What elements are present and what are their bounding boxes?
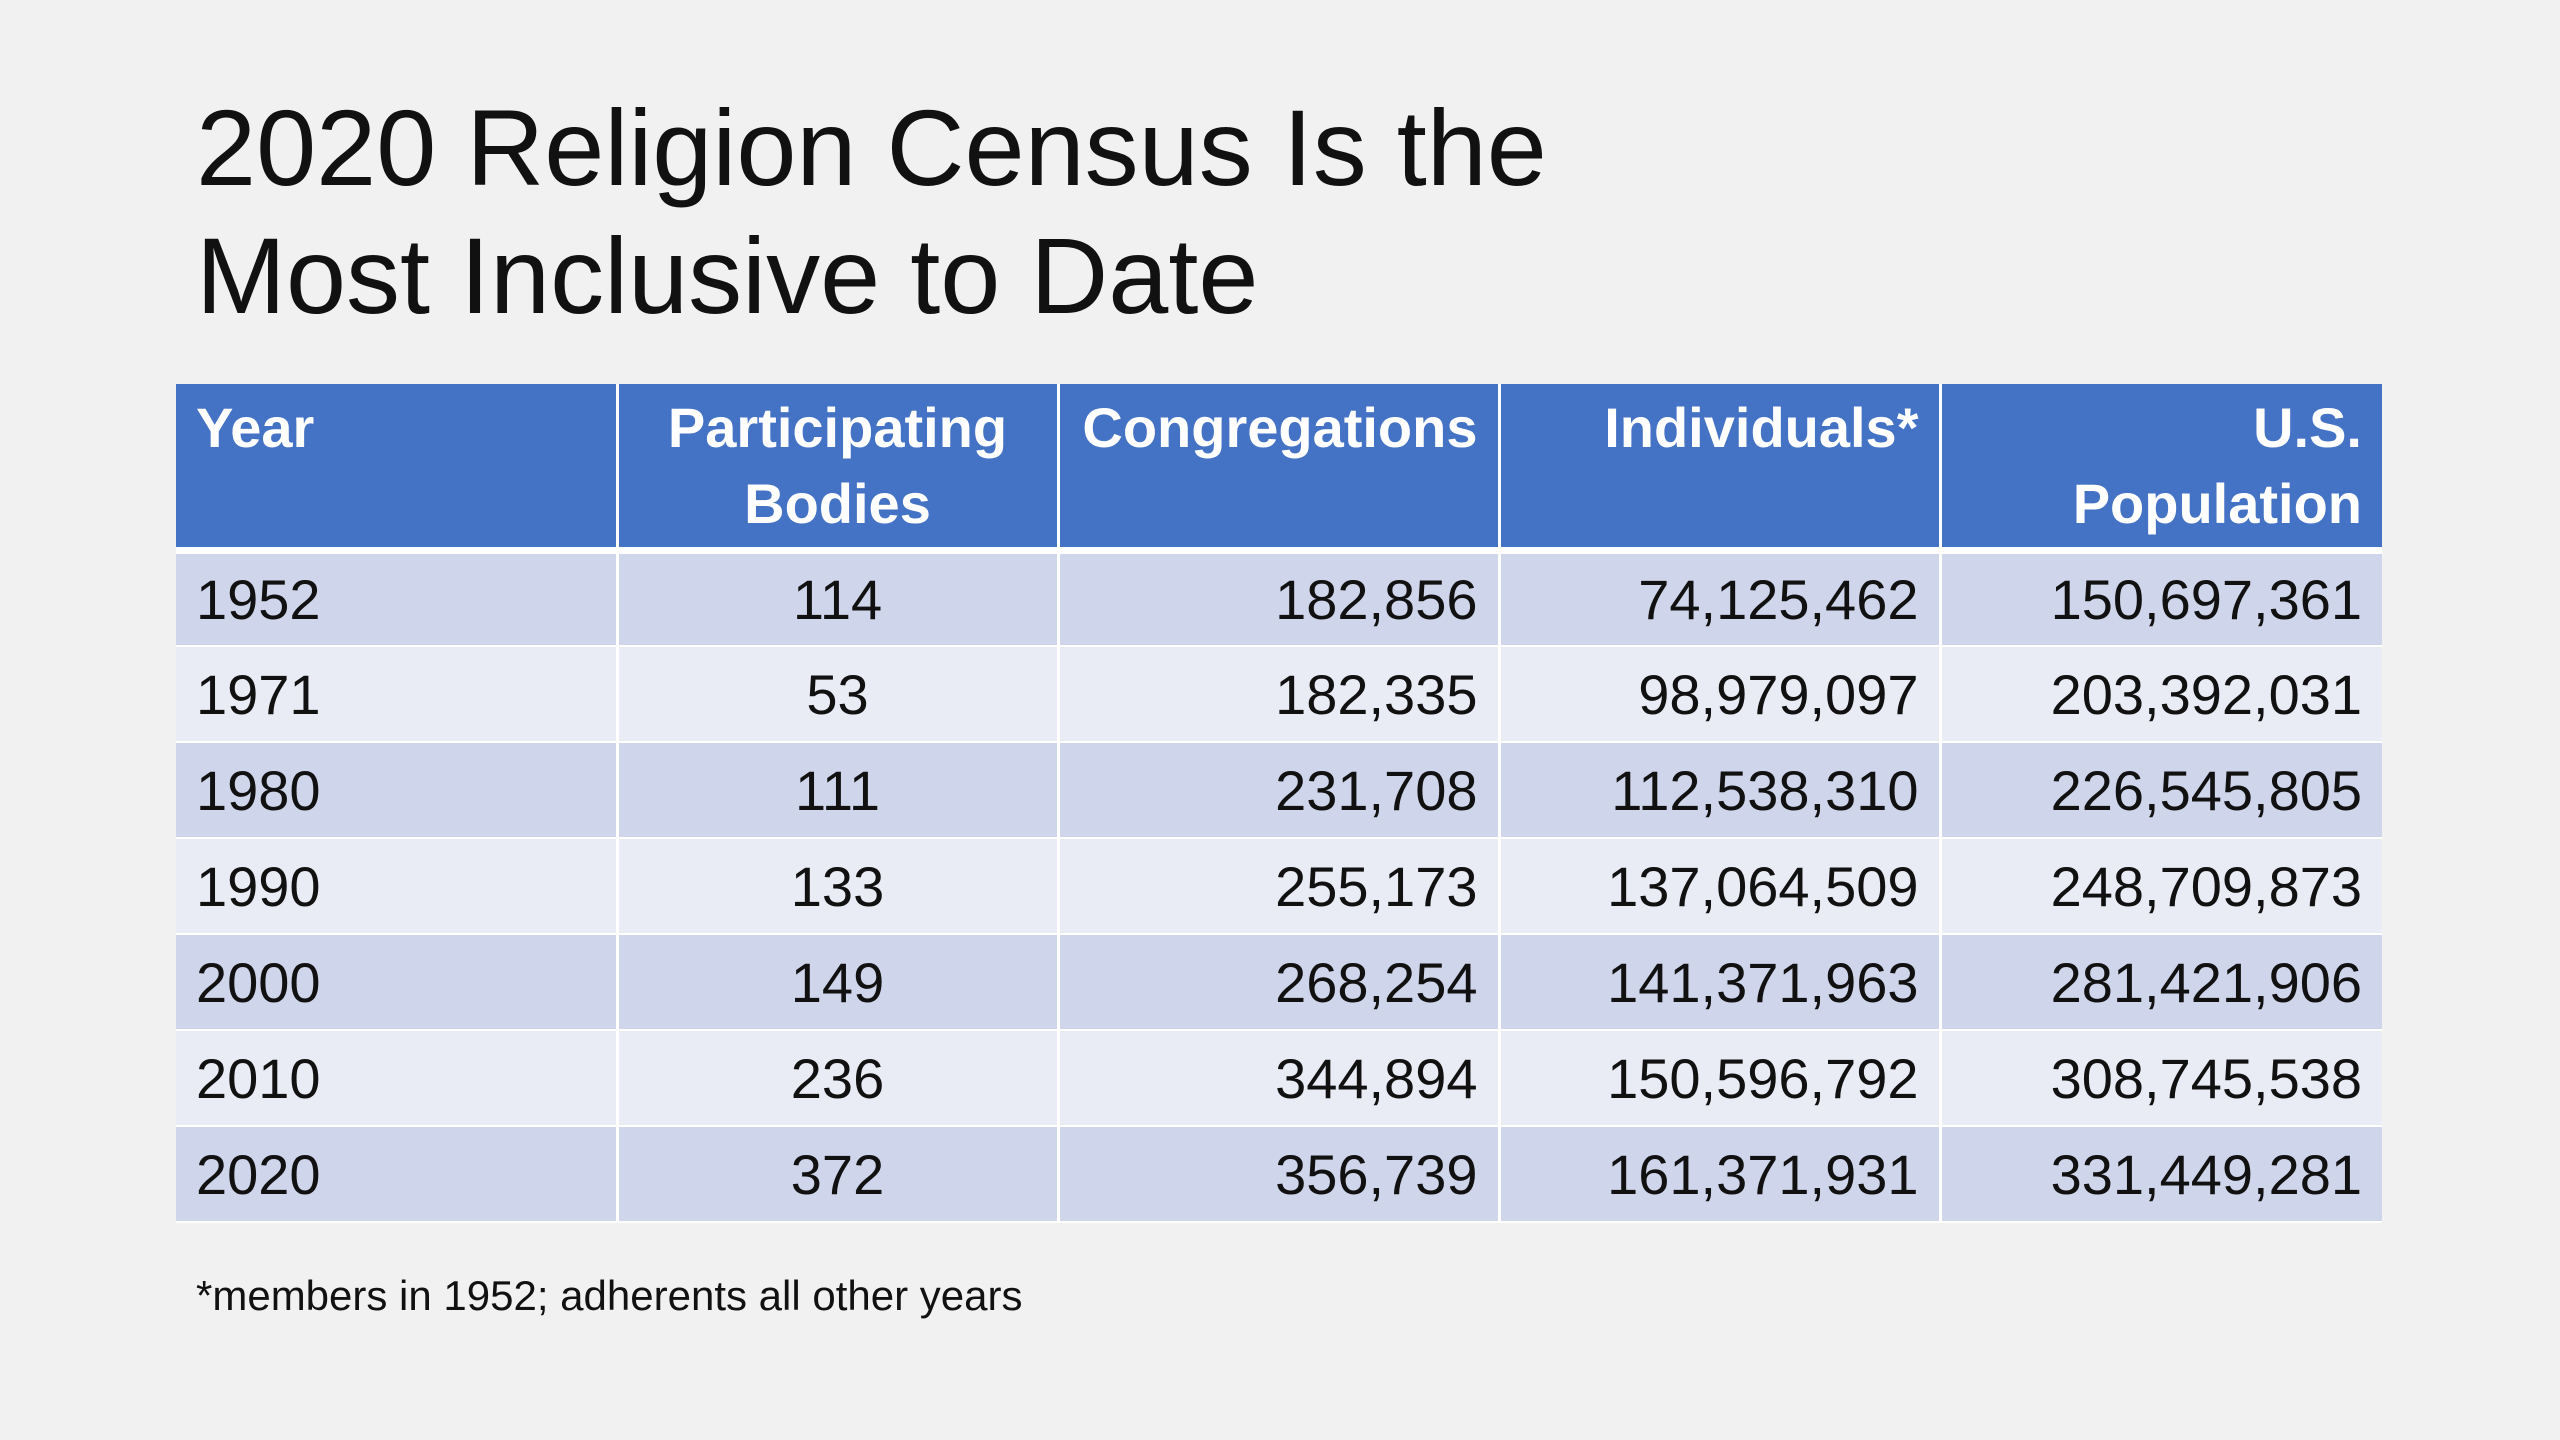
cell-participating-bodies: 372 — [617, 1126, 1060, 1223]
cell-congregations: 231,708 — [1058, 742, 1501, 839]
slide-title-line-2: Most Inclusive to Date — [196, 215, 1259, 336]
table-row: 1952 114 182,856 74,125,462 150,697,361 — [176, 550, 2382, 647]
cell-congregations: 344,894 — [1058, 1030, 1501, 1127]
table-row: 1971 53 182,335 98,979,097 203,392,031 — [176, 646, 2382, 743]
header-individuals: Individuals* — [1499, 384, 1942, 554]
header-congregations: Congregations — [1058, 384, 1501, 554]
census-table-header: Year Participating Bodies Congregations … — [176, 384, 2382, 554]
header-participating-bodies: Participating Bodies — [617, 384, 1060, 554]
footnote: *members in 1952; adherents all other ye… — [196, 1272, 1023, 1319]
cell-us-population: 308,745,538 — [1940, 1030, 2382, 1127]
cell-year: 1980 — [176, 742, 619, 839]
cell-us-population: 226,545,805 — [1940, 742, 2382, 839]
header-us-population-line-2: Population — [2072, 472, 2362, 535]
cell-participating-bodies: 53 — [617, 646, 1060, 743]
census-table: Year Participating Bodies Congregations … — [176, 384, 2382, 1223]
cell-us-population: 331,449,281 — [1940, 1126, 2382, 1223]
header-participating-bodies-line-1: Participating — [667, 396, 1008, 459]
table-row: 2020 372 356,739 161,371,931 331,449,281 — [176, 1126, 2382, 1223]
cell-individuals: 74,125,462 — [1499, 550, 1942, 647]
header-year-line-1: Year — [196, 396, 315, 459]
cell-congregations: 356,739 — [1058, 1126, 1501, 1223]
census-table-body: 1952 114 182,856 74,125,462 150,697,361 … — [176, 550, 2382, 1223]
cell-participating-bodies: 111 — [617, 742, 1060, 839]
header-row: Year Participating Bodies Congregations … — [176, 384, 2382, 554]
cell-us-population: 281,421,906 — [1940, 934, 2382, 1031]
cell-year: 1990 — [176, 838, 619, 935]
header-year: Year — [176, 384, 619, 554]
cell-participating-bodies: 133 — [617, 838, 1060, 935]
table-row: 2010 236 344,894 150,596,792 308,745,538 — [176, 1030, 2382, 1127]
cell-individuals: 112,538,310 — [1499, 742, 1942, 839]
table-row: 1990 133 255,173 137,064,509 248,709,873 — [176, 838, 2382, 935]
cell-year: 2010 — [176, 1030, 619, 1127]
header-congregations-line-1: Congregations — [1082, 396, 1478, 459]
header-participating-bodies-line-2: Bodies — [744, 472, 931, 535]
cell-congregations: 182,335 — [1058, 646, 1501, 743]
slide-title-line-1: 2020 Religion Census Is the — [196, 87, 1547, 208]
slide-title: 2020 Religion Census Is the Most Inclusi… — [196, 84, 2096, 340]
cell-participating-bodies: 236 — [617, 1030, 1060, 1127]
header-us-population-line-1: U.S. — [2253, 396, 2362, 459]
cell-congregations: 255,173 — [1058, 838, 1501, 935]
cell-individuals: 141,371,963 — [1499, 934, 1942, 1031]
cell-us-population: 203,392,031 — [1940, 646, 2382, 743]
cell-year: 1971 — [176, 646, 619, 743]
cell-congregations: 268,254 — [1058, 934, 1501, 1031]
cell-year: 2020 — [176, 1126, 619, 1223]
header-individuals-line-1: Individuals* — [1604, 396, 1919, 459]
cell-year: 2000 — [176, 934, 619, 1031]
cell-individuals: 98,979,097 — [1499, 646, 1942, 743]
header-us-population: U.S. Population — [1940, 384, 2382, 554]
table-row: 1980 111 231,708 112,538,310 226,545,805 — [176, 742, 2382, 839]
cell-year: 1952 — [176, 550, 619, 647]
cell-participating-bodies: 149 — [617, 934, 1060, 1031]
cell-us-population: 150,697,361 — [1940, 550, 2382, 647]
cell-congregations: 182,856 — [1058, 550, 1501, 647]
cell-individuals: 137,064,509 — [1499, 838, 1942, 935]
cell-individuals: 161,371,931 — [1499, 1126, 1942, 1223]
cell-us-population: 248,709,873 — [1940, 838, 2382, 935]
table-row: 2000 149 268,254 141,371,963 281,421,906 — [176, 934, 2382, 1031]
cell-individuals: 150,596,792 — [1499, 1030, 1942, 1127]
cell-participating-bodies: 114 — [617, 550, 1060, 647]
